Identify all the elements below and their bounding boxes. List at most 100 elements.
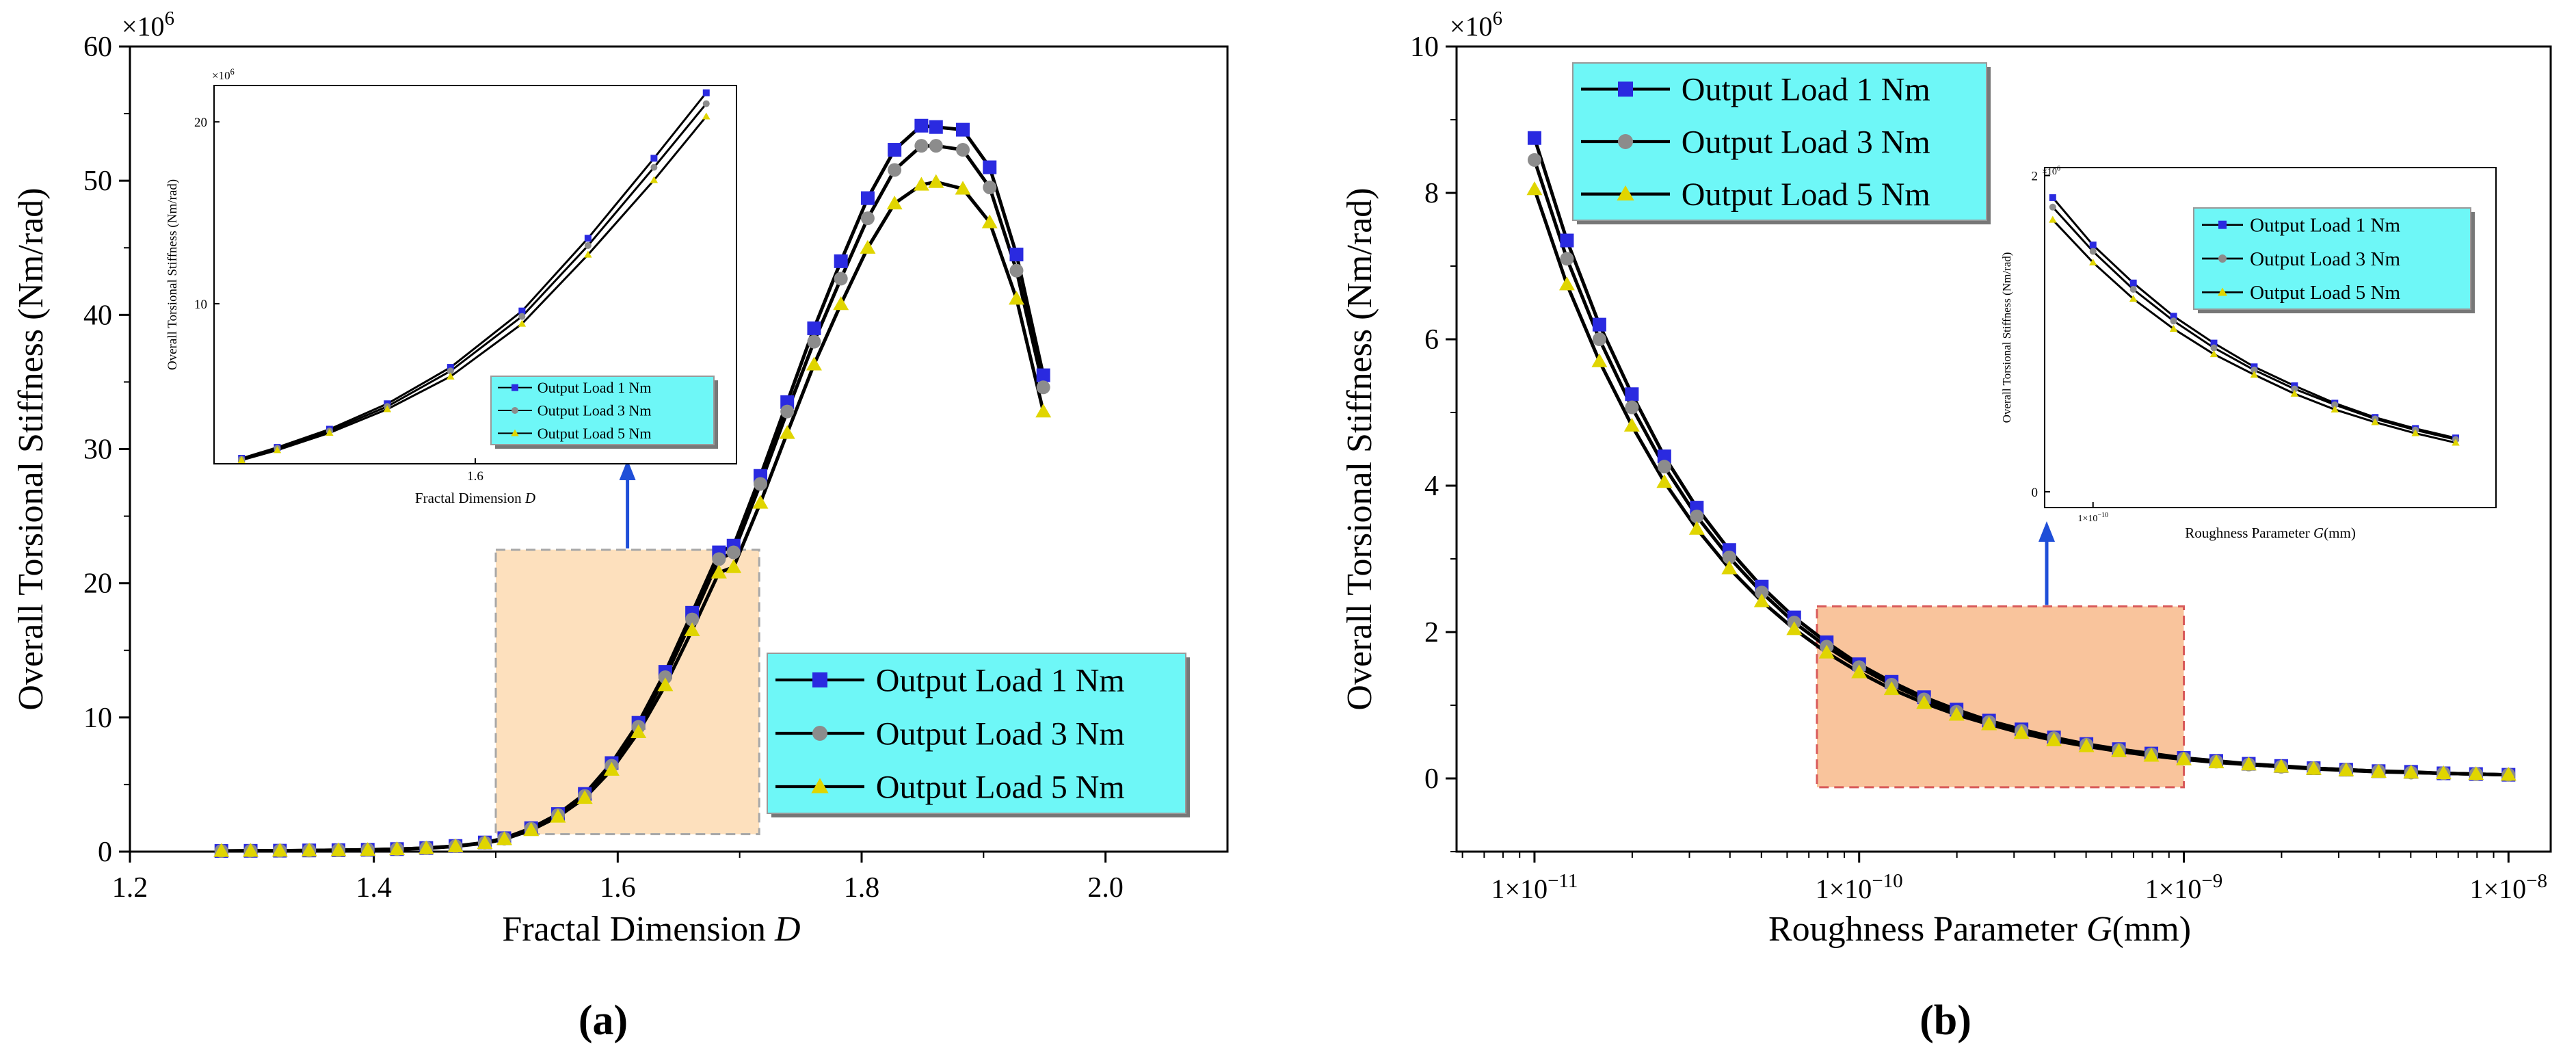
data-point-3 <box>2403 764 2419 779</box>
legend-marker-2 <box>1618 134 1633 149</box>
data-point-3 <box>2143 748 2160 762</box>
data-point-3 <box>2338 762 2354 776</box>
inset-data-point-1 <box>584 235 592 242</box>
inset-y-tick-label: 2 <box>2032 170 2039 184</box>
data-point-3 <box>2208 754 2225 769</box>
data-point-2 <box>1755 586 1769 600</box>
inset-data-point-2 <box>2331 401 2339 408</box>
inset-data-point-1 <box>2049 194 2056 201</box>
panel-b: 1×10−11 1×10−10 1×10−9 1×10−80246810×106Rou… <box>1340 8 2552 1044</box>
y-axis-label: Overall Torsional Stiffness (Nm/rad) <box>1340 187 1379 710</box>
data-point-3 <box>1558 276 1575 291</box>
x-tick-label: 1.6 <box>600 872 636 904</box>
data-point-2 <box>1657 460 1671 474</box>
x-axis-label-symbol: G <box>2086 910 2112 949</box>
inset-data-point-3 <box>2411 429 2419 436</box>
inset-data-point-1 <box>650 155 658 162</box>
data-point-1 <box>956 122 970 137</box>
data-point-2 <box>726 545 741 560</box>
y-multiplier-base: ×10 <box>1450 11 1493 42</box>
data-point-3 <box>477 835 493 850</box>
x-axis-label-main: Roughness Parameter <box>1768 910 2086 949</box>
inset-data-point-1 <box>2089 241 2097 249</box>
data-point-2 <box>1592 332 1606 346</box>
data-point-3 <box>1786 621 1803 635</box>
y-tick-label: 30 <box>83 434 112 466</box>
inset-plot <box>2049 194 2460 446</box>
data-point-3 <box>1981 716 1997 731</box>
y-tick-label: 50 <box>83 166 112 197</box>
legend-label-1: Output Load 1 Nm <box>1682 72 1930 108</box>
data-point-2 <box>753 477 767 491</box>
x-tick-label-base: 1×10 <box>2145 874 2202 904</box>
data-point-2 <box>1690 509 1704 523</box>
y-axis-label: Overall Torsional Stiffness (Nm/rad) <box>12 187 51 710</box>
legend: Output Load 1 Nm Output Load 3 Nm Output L… <box>490 376 718 449</box>
data-point-2 <box>914 139 929 153</box>
inset-data-point-3 <box>2129 295 2138 302</box>
data-point-1 <box>1527 131 1541 145</box>
legend-label-2: Output Load 3 Nm <box>1682 124 1930 160</box>
data-point-1 <box>780 395 795 409</box>
inset-data-point-3 <box>518 319 527 327</box>
inset-data-point-3 <box>2331 405 2339 412</box>
legend-marker-2 <box>2218 254 2227 263</box>
data-point-3 <box>806 356 822 371</box>
data-point-3 <box>389 841 406 856</box>
zoom-arrow-head <box>2039 521 2055 542</box>
inset-data-point-3 <box>2169 325 2178 332</box>
legend-label-1: Output Load 1 Nm <box>2250 215 2400 237</box>
inset-data-point-2 <box>2089 248 2097 255</box>
data-point-3 <box>928 174 944 188</box>
panel-label: (a) <box>579 997 628 1044</box>
legend-marker-1 <box>1618 81 1633 97</box>
x-tick-label: 1.4 <box>356 872 392 904</box>
data-point-3 <box>1008 291 1024 305</box>
data-point-3 <box>603 761 620 776</box>
legend-label-3: Output Load 5 Nm <box>1682 176 1930 213</box>
inset-x-axis-label-main: Fractal Dimension <box>415 490 525 506</box>
inset-data-point-3 <box>650 176 659 183</box>
legend-marker-3 <box>511 429 519 436</box>
inset-x-tick-label: 1.6 <box>467 469 483 484</box>
inset-data-point-2 <box>2210 344 2218 352</box>
data-point-3 <box>684 622 700 636</box>
data-point-3 <box>1948 707 1965 721</box>
x-tick-label-base: 1×10 <box>1491 874 1548 904</box>
data-point-3 <box>2435 765 2452 780</box>
y-tick-label: 0 <box>98 837 112 868</box>
data-point-3 <box>1656 474 1673 488</box>
inset-x-axis-label: Roughness Parameter G(mm) <box>2185 525 2356 541</box>
inset-data-point-3 <box>2088 258 2097 266</box>
inset-y-multiplier-base: ×10 <box>2042 167 2057 177</box>
inset-data-point-2 <box>518 313 526 320</box>
inset-data-point-2 <box>2170 317 2177 325</box>
inset-data-point-3 <box>383 405 392 412</box>
legend-marker-2 <box>812 726 827 741</box>
data-point-3 <box>2046 732 2062 746</box>
inset-x-axis-label-symbol: G <box>2313 525 2324 541</box>
x-axis-label: Roughness Parameter G(mm) <box>1768 910 2191 949</box>
data-point-3 <box>886 196 903 210</box>
inset-data-point-1 <box>2170 313 2177 320</box>
inset-y-axis-label: Overall Torsional Stiffness (Nm/rad) <box>2000 252 2013 423</box>
data-point-2 <box>956 143 970 157</box>
x-tick-label: 1×10−9 <box>2145 870 2222 904</box>
y-tick-label: 60 <box>83 31 112 63</box>
inset-x-tick-label-exp: −10 <box>2097 512 2108 519</box>
data-point-2 <box>888 163 902 177</box>
data-point-1 <box>807 321 821 335</box>
legend-marker-3 <box>811 778 829 793</box>
data-point-3 <box>1721 560 1738 575</box>
inset-data-point-2 <box>447 367 454 375</box>
x-tick-label-base: 1×10 <box>2470 874 2527 904</box>
data-point-3 <box>2305 761 2322 775</box>
data-point-3 <box>1916 695 1933 709</box>
data-point-1 <box>888 143 902 157</box>
legend-label-2: Output Load 3 Nm <box>876 716 1125 752</box>
data-point-3 <box>243 843 259 857</box>
data-point-3 <box>418 840 434 854</box>
data-point-3 <box>913 176 929 191</box>
inset-plot <box>237 89 711 463</box>
inset-y-tick-label: 0 <box>2032 486 2039 500</box>
